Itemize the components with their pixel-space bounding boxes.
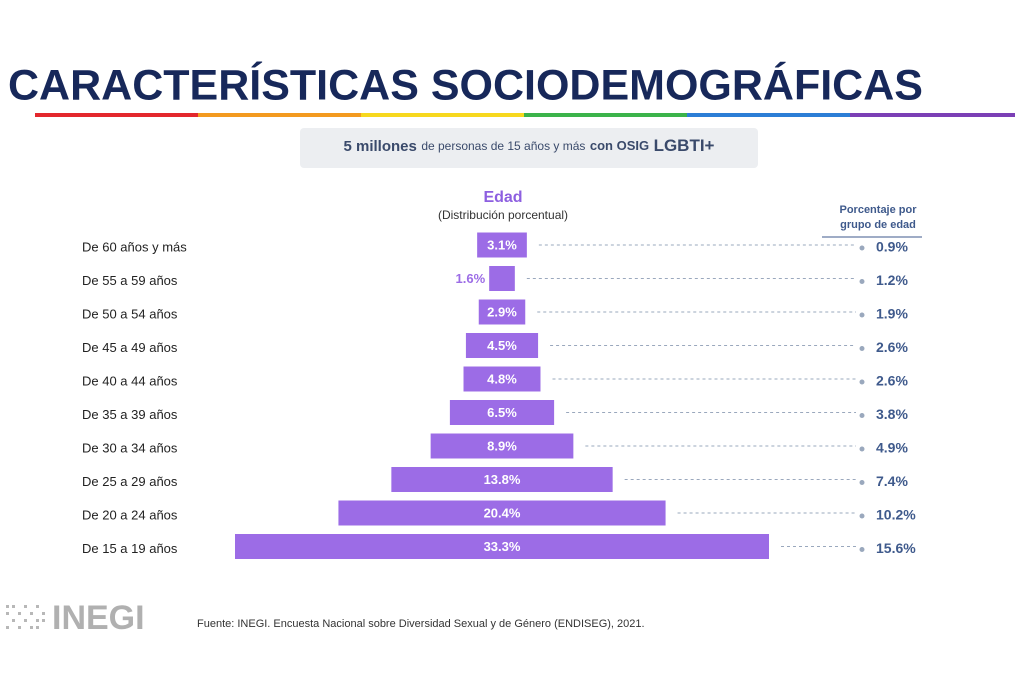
secondary-dot: [859, 480, 865, 485]
secondary-title: grupo de edad: [840, 219, 916, 231]
secondary-label: 0.9%: [876, 239, 908, 255]
secondary-dot: [859, 279, 865, 284]
value-label: 8.9%: [487, 438, 517, 453]
inegi-logo: INEGI: [6, 599, 145, 637]
secondary-title: Porcentaje por: [839, 204, 917, 216]
value-label: 4.5%: [487, 338, 517, 353]
value-label: 6.5%: [487, 405, 517, 420]
bar: [478, 299, 526, 325]
category-label: De 20 a 24 años: [82, 507, 178, 522]
source-note: Fuente: INEGI. Encuesta Nacional sobre D…: [197, 618, 645, 630]
category-label: De 45 a 49 años: [82, 340, 178, 355]
secondary-label: 10.2%: [876, 507, 916, 523]
secondary-label: 3.8%: [876, 406, 908, 422]
secondary-label: 2.6%: [876, 373, 908, 389]
secondary-label: 1.2%: [876, 272, 908, 288]
bar: [465, 333, 539, 358]
bar: [235, 534, 769, 559]
secondary-label: 4.9%: [876, 440, 908, 456]
chart-title: Edad: [483, 189, 522, 206]
secondary-dot: [859, 346, 865, 351]
chart-subtitle: (Distribución porcentual): [438, 208, 568, 222]
value-label: 20.4%: [484, 505, 521, 520]
logo-text: INEGI: [52, 599, 145, 637]
secondary-label: 1.9%: [876, 306, 908, 322]
category-label: De 55 a 59 años: [82, 273, 178, 288]
value-label: 2.9%: [487, 304, 517, 319]
category-label: De 60 años y más: [82, 239, 187, 254]
category-label: De 30 a 34 años: [82, 440, 178, 455]
category-label: De 35 a 39 años: [82, 407, 178, 422]
value-label: 13.8%: [484, 472, 521, 487]
bar: [463, 366, 541, 392]
bar: [391, 467, 613, 492]
secondary-dot: [859, 245, 865, 251]
rainbow-rule: [35, 113, 1015, 117]
category-label: De 40 a 44 años: [82, 373, 178, 388]
category-label: De 25 a 29 años: [82, 474, 178, 489]
banner-text: 5 millones de personas de 15 años y más …: [344, 136, 715, 155]
secondary-dot: [859, 547, 865, 552]
value-label: 3.1%: [487, 237, 517, 252]
slide-title: CARACTERÍSTICAS SOCIODEMOGRÁFICAS: [8, 61, 923, 109]
value-label: 33.3%: [484, 539, 521, 554]
banner: [300, 128, 758, 168]
secondary-label: 7.4%: [876, 473, 908, 489]
secondary-dot: [859, 446, 865, 452]
secondary-dot: [859, 513, 865, 519]
category-label: De 50 a 54 años: [82, 306, 178, 321]
value-label: 4.8%: [487, 371, 517, 386]
secondary-dot: [859, 379, 865, 385]
bar: [338, 500, 666, 526]
bar: [477, 232, 527, 258]
secondary-label: 2.6%: [876, 339, 908, 355]
bar: [489, 266, 515, 291]
bar: [449, 400, 555, 425]
secondary-label: 15.6%: [876, 540, 916, 556]
category-label: De 15 a 19 años: [82, 541, 178, 556]
secondary-dot: [859, 312, 865, 318]
secondary-dot: [859, 413, 865, 418]
value-label: 1.6%: [456, 271, 486, 286]
bar: [430, 433, 574, 459]
